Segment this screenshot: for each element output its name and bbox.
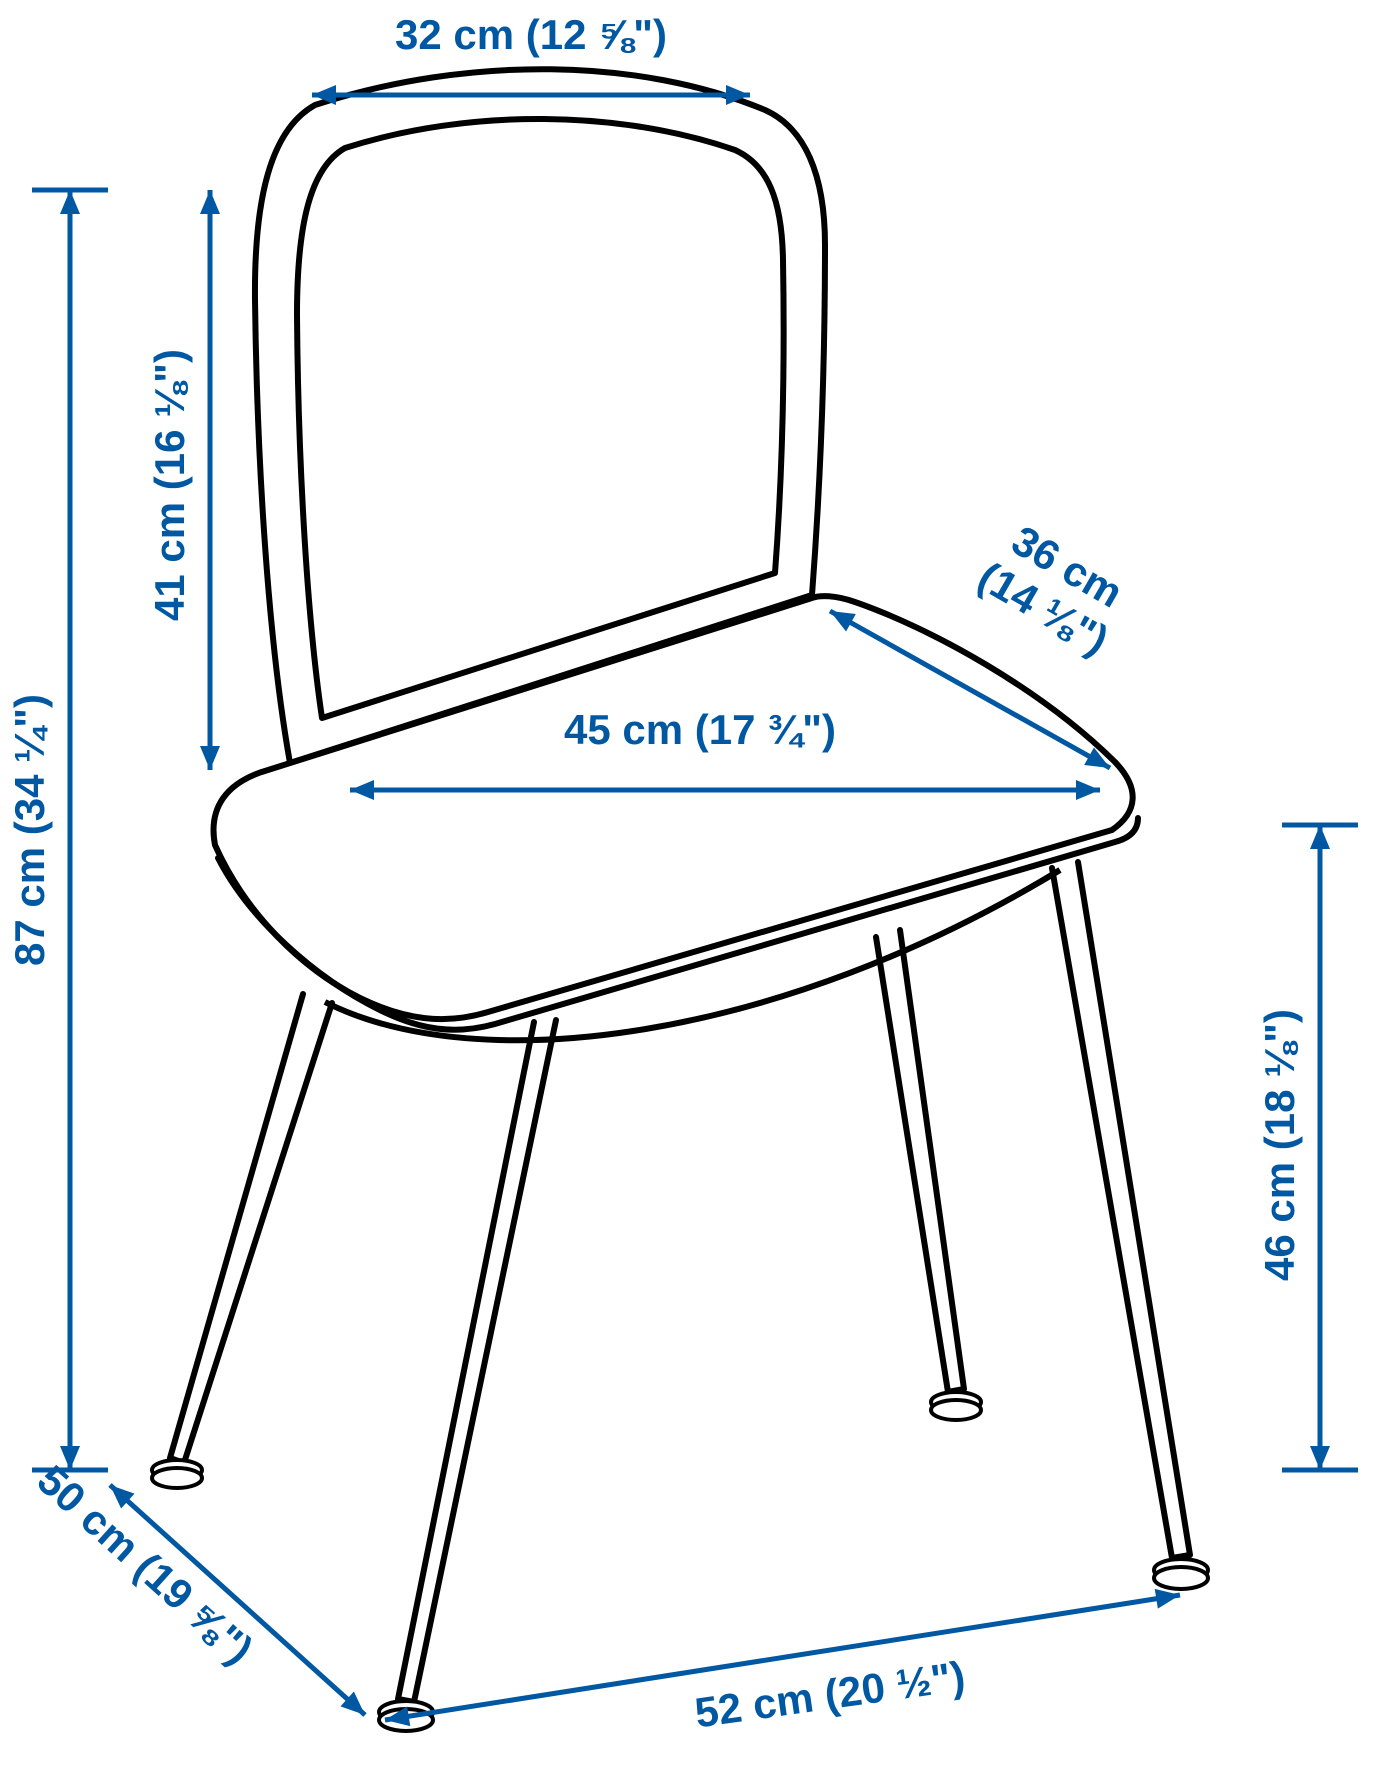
chair-leg-1 <box>398 1020 556 1702</box>
dim-label-seat_width: 45 cm (17 ¾") <box>564 706 836 754</box>
chair-dimension-diagram: 32 cm (12 ⅝")41 cm (16 ⅛")87 cm (34 ¼")3… <box>0 0 1400 1791</box>
diagram-svg <box>0 0 1400 1791</box>
chair-outline <box>152 69 1208 1731</box>
chair-leg-0 <box>170 994 332 1463</box>
chair-leg-2 <box>876 930 964 1392</box>
dim-label-back_height: 41 cm (16 ⅛") <box>146 349 194 621</box>
chair-leg-3 <box>1052 862 1190 1558</box>
dim-label-seat_height: 46 cm (18 ⅛") <box>1256 1009 1304 1281</box>
dim-label-top_width: 32 cm (12 ⅝") <box>395 11 667 59</box>
dim-label-overall_height: 87 cm (34 ¼") <box>6 694 54 966</box>
